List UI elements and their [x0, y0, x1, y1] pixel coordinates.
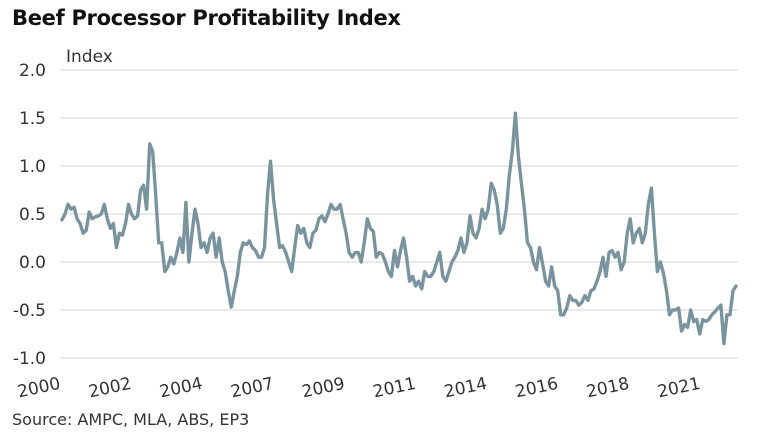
y-tick-label: 0.0	[19, 253, 46, 273]
chart-title: Beef Processor Profitability Index	[12, 6, 401, 30]
y-tick-label: -0.5	[13, 301, 46, 321]
source-note: Source: AMPC, MLA, ABS, EP3	[12, 410, 250, 429]
x-tick-label: 2004	[158, 374, 204, 403]
y-axis-unit-label: Index	[66, 47, 113, 67]
x-tick-label: 2002	[87, 374, 133, 403]
x-tick-label: 2000	[16, 374, 62, 403]
y-tick-label: 2.0	[19, 61, 46, 81]
x-tick-label: 2014	[442, 374, 488, 403]
gridlines	[60, 69, 738, 359]
x-tick-label: 2016	[513, 374, 559, 403]
x-tick-label: 2011	[371, 374, 417, 403]
x-tick-label: 2018	[585, 374, 631, 403]
x-tick-labels: 2000 2002 2004 2007 2009 2011 2014 2016 2018 2021	[16, 374, 702, 403]
y-tick-label: 1.5	[19, 109, 46, 129]
y-tick-label: -1.0	[13, 349, 46, 369]
x-tick-label: 2007	[229, 374, 275, 403]
x-tick-label: 2021	[656, 374, 702, 403]
y-tick-label: 0.5	[19, 205, 46, 225]
y-tick-label: 1.0	[19, 157, 46, 177]
series-line	[60, 111, 738, 346]
y-tick-labels: 2.0 1.5 1.0 0.5 0.0 -0.5 -1.0	[13, 61, 46, 369]
x-tick-label: 2009	[300, 374, 346, 403]
